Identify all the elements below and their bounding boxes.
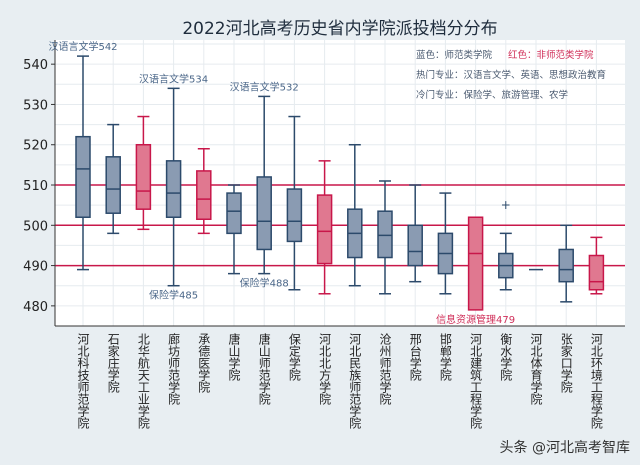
category-label: 邯郸学院 [438, 332, 452, 381]
annotations: 汉语言文学542 汉语言文学534 汉语言文学532 保险学485 保险学488 信息资源… [48, 40, 515, 326]
category-label: 河北科技师范学院 [76, 333, 90, 429]
y-tick-label: 490 [23, 260, 48, 275]
category-labels: 河北科技师范学院 石家庄学院 北华航天工业学院 廊坊师范学院 承德医学院 唐山学院 唐山师范… [76, 332, 603, 429]
box-iqr [196, 170, 212, 221]
box-iqr [558, 248, 574, 283]
annotation-label: 保险学485 [149, 289, 198, 302]
category-label: 唐山学院 [227, 332, 241, 381]
box-iqr [165, 160, 182, 218]
box-iqr [75, 135, 91, 218]
y-tick-label: 530 [23, 98, 48, 113]
category-label: 张家口学院 [559, 333, 573, 393]
legend-hot-majors: 热门专业：汉语言文学、英语、思想政治教育 [416, 69, 606, 81]
box-iqr [377, 210, 393, 259]
annotation-label: 汉语言文学542 [48, 40, 117, 53]
category-label: 衡水学院 [499, 333, 513, 381]
legend-blue: 蓝色：师范类学院 [416, 49, 493, 61]
y-tick-label: 510 [23, 179, 48, 194]
boxes: + [75, 55, 605, 311]
category-label: 北华航天工业学院 [136, 333, 150, 429]
box-iqr [407, 224, 423, 267]
category-label: 唐山师范学院 [257, 332, 271, 405]
category-label: 邢台学院 [408, 333, 422, 381]
y-tick-label: 480 [23, 300, 48, 315]
box-iqr [105, 156, 121, 214]
box-iqr [226, 192, 242, 235]
box-iqr [316, 194, 333, 265]
y-tick-label: 540 [23, 58, 48, 73]
annotation-label: 汉语言文学532 [230, 80, 299, 93]
outlier-marker: + [501, 198, 511, 212]
box-iqr [286, 188, 303, 243]
box-iqr [256, 176, 272, 251]
category-label: 廊坊师范学院 [167, 332, 181, 405]
category-label: 河北建筑工程学院 [469, 333, 483, 429]
annotation-label: 汉语言文学534 [139, 72, 208, 85]
y-tick-label: 520 [23, 139, 48, 154]
watermark: 头条 @河北高考智库 [500, 439, 630, 456]
legend-cold-majors: 冷门专业：保险学、旅游管理、农学 [416, 89, 568, 101]
category-label: 河北民族师范学院 [348, 333, 362, 429]
chart-title: 2022河北高考历史省内学院派投档分分布 [182, 19, 497, 39]
axes: 480 490 500 510 520 530 540 [23, 40, 625, 327]
category-label: 沧州师范学院 [378, 332, 392, 405]
y-tick-label: 500 [23, 219, 48, 234]
annotation-label: 保险学488 [240, 277, 289, 290]
box-iqr [588, 254, 605, 291]
annotation-label: 信息资源管理479 [436, 313, 515, 326]
category-label: 保定学院 [287, 333, 301, 381]
category-label: 河北环境工程学院 [589, 333, 603, 429]
category-label: 河北北方学院 [318, 333, 332, 405]
legend-red: 红色：非师范类学院 [508, 49, 594, 61]
category-label: 承德医学院 [197, 333, 211, 393]
category-label: 河北体育学院 [529, 333, 543, 405]
box-iqr [135, 143, 152, 210]
category-label: 石家庄学院 [106, 333, 120, 393]
box-iqr [467, 216, 484, 311]
legend: 蓝色：师范类学院 红色：非师范类学院 热门专业：汉语言文学、英语、思想政治教育 … [416, 49, 606, 101]
